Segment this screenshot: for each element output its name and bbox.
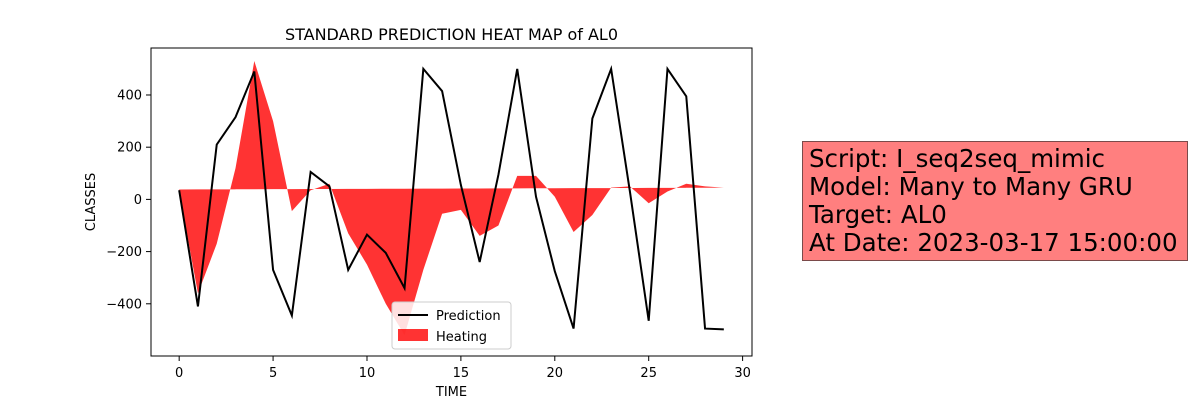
info-target: Target: AL0 <box>809 200 947 229</box>
y-tick-label: −400 <box>106 297 142 312</box>
x-tick-label: 20 <box>547 366 564 381</box>
info-box: Script: I_seq2seq_mimic Model: Many to M… <box>802 141 1188 261</box>
heating-area-layer <box>179 61 724 336</box>
legend-prediction-label: Prediction <box>436 309 501 324</box>
y-axis-label: CLASSES <box>84 173 99 231</box>
y-axis: −400 −200 0 200 400 <box>106 88 151 312</box>
legend: Prediction Heating <box>391 301 512 350</box>
x-tick-label: 15 <box>453 366 470 381</box>
x-axis-label: TIME <box>435 385 467 400</box>
x-axis: 0 5 10 15 20 25 30 <box>175 356 751 381</box>
plot-frame <box>150 47 753 357</box>
prediction-line <box>178 64 724 331</box>
x-tick-label: 0 <box>175 366 183 381</box>
info-script: Script: I_seq2seq_mimic <box>809 144 1106 173</box>
heating-area <box>179 61 724 336</box>
y-tick-label: −200 <box>106 245 142 260</box>
y-tick-label: 400 <box>117 88 142 103</box>
x-tick-label: 5 <box>269 366 277 381</box>
x-tick-label: 25 <box>640 366 657 381</box>
y-tick-label: 200 <box>117 141 142 156</box>
x-tick-label: 10 <box>359 366 376 381</box>
x-tick-label: 30 <box>734 366 751 381</box>
info-model: Model: Many to Many GRU <box>809 172 1133 201</box>
prediction-line-layer <box>178 64 724 331</box>
chart-title: STANDARD PREDICTION HEAT MAP of AL0 <box>285 25 618 44</box>
y-tick-label: 0 <box>134 193 142 208</box>
legend-heating-swatch <box>398 329 428 341</box>
legend-heating-label: Heating <box>436 330 487 345</box>
info-date: At Date: 2023-03-17 15:00:00 <box>809 228 1178 257</box>
